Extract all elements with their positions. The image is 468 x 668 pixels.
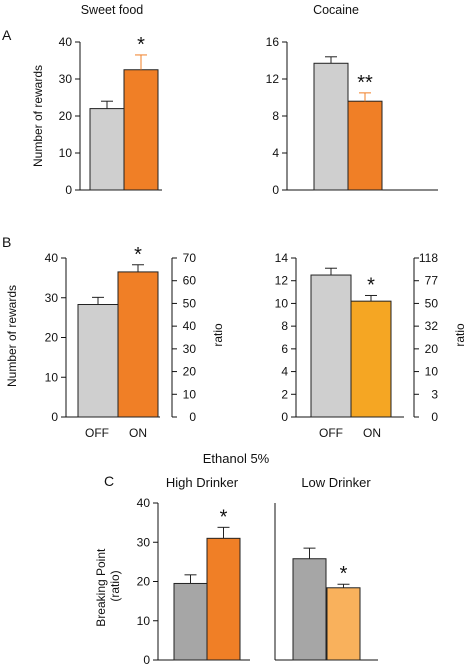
y-tick-label-C-high: 30 <box>137 535 151 549</box>
xlabel-b-sweet-off: OFF <box>85 426 109 440</box>
y-tick-label-A-sweet: 30 <box>59 72 73 86</box>
right-tick-label-B-sweet: 70 <box>183 251 197 265</box>
y-tick-label-A-sweet: 0 <box>65 183 72 197</box>
right-tick-label-B-cocaine: 50 <box>425 296 439 310</box>
y-tick-label-B-sweet: 10 <box>45 370 59 384</box>
bar-B-sweet-on <box>117 271 159 418</box>
y-tick-label-C-high: 40 <box>137 496 151 510</box>
right-tick-label-B-cocaine: 20 <box>425 342 439 356</box>
ylabel-c-line1: Breaking Point <box>94 548 108 627</box>
right-tick-label-B-sweet: 10 <box>183 387 197 401</box>
ylabel-c-high: Breaking Point (ratio) <box>94 545 122 626</box>
ylabel-c-line2: (ratio) <box>108 570 122 601</box>
y-tick-label-B-cocaine: 6 <box>281 342 288 356</box>
right-tick-label-B-sweet: 20 <box>183 365 197 379</box>
right-tick-label-B-sweet: 30 <box>183 342 197 356</box>
y-tick-label-B-sweet: 30 <box>45 291 59 305</box>
xlabel-b-sweet-on: ON <box>129 426 147 440</box>
y-tick-label-C-high: 10 <box>137 614 151 628</box>
bar-C-low-on <box>326 587 361 661</box>
y-tick-label-B-cocaine: 14 <box>275 251 289 265</box>
y-tick-label-A-cocaine: 0 <box>272 183 279 197</box>
bar-C-high-off <box>173 582 208 661</box>
bar-A-cocaine-on <box>347 100 383 191</box>
y-tick-label-C-high: 0 <box>143 653 150 667</box>
significance-B-sweet-1: * <box>134 244 142 266</box>
y-tick-label-A-sweet: 40 <box>59 35 73 49</box>
significance-C-low-1: * <box>340 563 348 585</box>
bar-A-sweet-on <box>123 69 159 191</box>
y-tick-label-A-cocaine: 4 <box>272 146 279 160</box>
significance-B-cocaine-1: * <box>367 274 375 296</box>
right-tick-label-B-sweet: 40 <box>183 319 197 333</box>
y-tick-label-B-cocaine: 8 <box>281 319 288 333</box>
right-tick-label-B-cocaine: 10 <box>425 365 439 379</box>
bar-A-cocaine-off <box>313 62 349 191</box>
y-tick-label-B-cocaine: 0 <box>281 410 288 424</box>
subtitle-high-drinker: High Drinker <box>166 475 239 490</box>
y-tick-label-B-cocaine: 2 <box>281 387 288 401</box>
bar-A-sweet-off <box>89 108 125 191</box>
right-tick-label-B-sweet: 50 <box>183 296 197 310</box>
significance-A-sweet-1: * <box>137 34 145 56</box>
y-tick-label-A-cocaine: 16 <box>266 35 280 49</box>
bar-C-low-off <box>292 558 327 661</box>
y-tick-label-B-sweet: 20 <box>45 331 59 345</box>
right-tick-label-B-cocaine: 32 <box>425 319 439 333</box>
xlabel-b-cocaine-off: OFF <box>319 426 343 440</box>
bar-B-cocaine-off <box>310 274 352 418</box>
bar-B-sweet-off <box>77 304 119 418</box>
y-tick-label-B-sweet: 40 <box>45 251 59 265</box>
panel-letter-c: C <box>104 473 114 489</box>
ylabel-right-b-cocaine: ratio <box>453 323 467 347</box>
ylabel-b-sweet: Number of rewards <box>5 285 19 387</box>
right-tick-label-B-cocaine: 118 <box>419 251 438 265</box>
significance-A-cocaine-1: ** <box>357 72 373 94</box>
panel-letter-b: B <box>2 234 11 250</box>
right-tick-label-B-cocaine: 3 <box>431 387 438 401</box>
y-tick-label-B-cocaine: 10 <box>275 296 289 310</box>
bar-C-high-on <box>206 537 241 661</box>
y-tick-label-A-sweet: 20 <box>59 109 73 123</box>
y-tick-label-B-sweet: 0 <box>51 410 58 424</box>
y-tick-label-C-high: 20 <box>137 575 151 589</box>
title-cocaine: Cocaine <box>313 3 359 17</box>
right-tick-label-B-cocaine: 77 <box>425 274 439 288</box>
y-tick-label-B-cocaine: 12 <box>275 274 289 288</box>
panel-letter-a: A <box>2 27 12 43</box>
title-sweet-food: Sweet food <box>81 3 144 17</box>
right-tick-label-B-sweet: 60 <box>183 274 197 288</box>
title-ethanol: Ethanol 5% <box>203 451 270 466</box>
y-tick-label-A-cocaine: 8 <box>272 109 279 123</box>
ylabel-right-b-sweet: ratio <box>211 323 225 347</box>
bar-B-cocaine-on <box>350 300 392 418</box>
right-tick-label-B-sweet: 0 <box>189 410 196 424</box>
y-tick-label-B-cocaine: 4 <box>281 365 288 379</box>
ylabel-a-sweet: Number of rewards <box>31 65 45 167</box>
y-tick-label-A-sweet: 10 <box>59 146 73 160</box>
xlabel-b-cocaine-on: ON <box>363 426 381 440</box>
y-tick-label-A-cocaine: 12 <box>266 72 280 86</box>
subtitle-low-drinker: Low Drinker <box>301 475 371 490</box>
significance-C-high-1: * <box>220 506 228 528</box>
right-tick-label-B-cocaine: 0 <box>431 410 438 424</box>
